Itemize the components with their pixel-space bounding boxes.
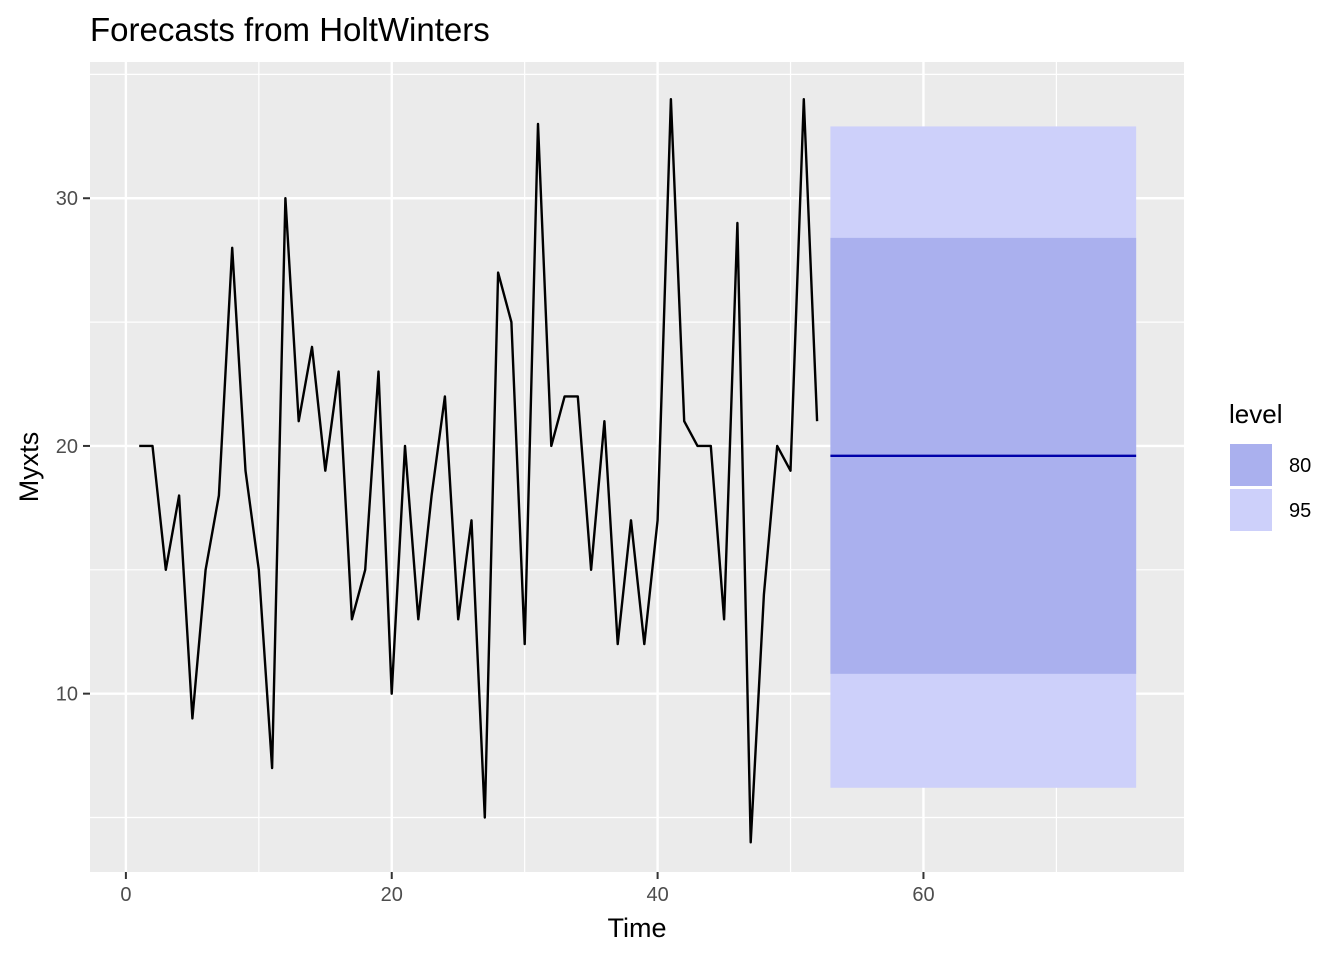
legend-key-95 xyxy=(1230,489,1272,531)
series-line-0 xyxy=(139,97,819,844)
x-axis-title: Time xyxy=(608,913,667,943)
legend-title: level xyxy=(1229,399,1282,429)
legend-key-80 xyxy=(1230,444,1272,486)
chart-title: Forecasts from HoltWinters xyxy=(90,11,490,48)
y-tick-label: 20 xyxy=(56,436,78,458)
y-axis-title: Myxts xyxy=(14,432,44,503)
series-group xyxy=(139,97,819,844)
forecast-intervals xyxy=(830,126,1137,788)
x-tick-label: 60 xyxy=(912,884,934,906)
legend-label-80: 80 xyxy=(1289,455,1311,477)
y-axis: 10 20 30 xyxy=(56,188,90,706)
x-tick-label: 0 xyxy=(120,884,131,906)
legend: level 80 95 xyxy=(1229,399,1311,531)
x-tick-label: 40 xyxy=(646,884,668,906)
x-axis: 0 20 40 60 xyxy=(120,872,935,906)
legend-label-95: 95 xyxy=(1289,500,1311,522)
x-tick-label: 20 xyxy=(381,884,403,906)
y-tick-label: 30 xyxy=(56,188,78,210)
y-tick-label: 10 xyxy=(56,684,78,706)
